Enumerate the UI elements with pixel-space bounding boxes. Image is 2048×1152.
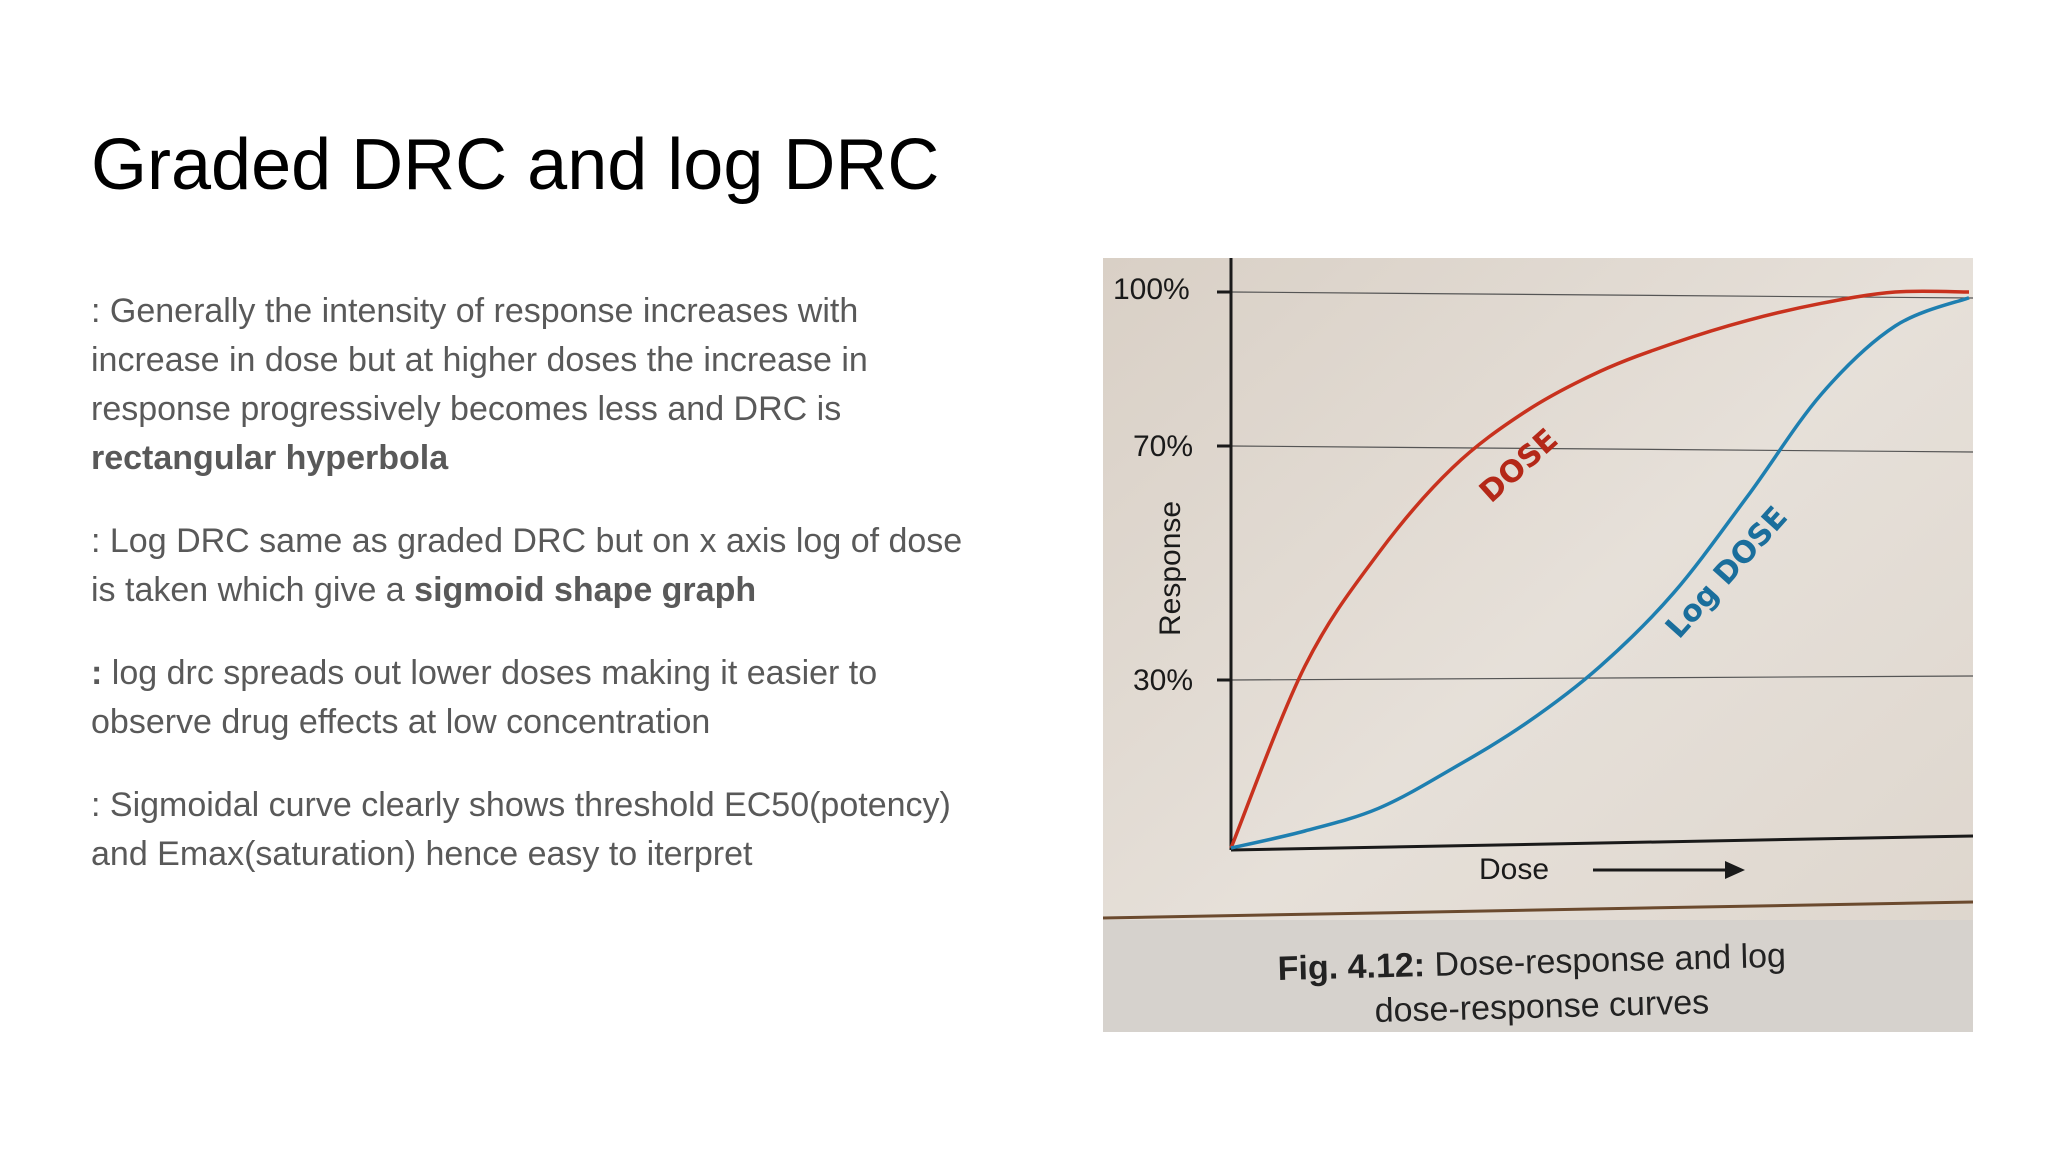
figure-caption-line2: dose-response curves bbox=[1374, 983, 1709, 1030]
paragraph-3-colon: : bbox=[91, 654, 103, 692]
slide-title: Graded DRC and log DRC bbox=[91, 125, 940, 205]
paragraph-2-bold: sigmoid shape graph bbox=[414, 571, 757, 609]
paragraph-3-text: log drc spreads out lower doses making i… bbox=[91, 654, 878, 741]
arrow-right-icon bbox=[1725, 861, 1745, 879]
y-axis-label: Response bbox=[1154, 501, 1187, 636]
paragraph-4: : Sigmoidal curve clearly shows threshol… bbox=[91, 781, 991, 879]
figure-caption-text1: Dose-response and log bbox=[1425, 937, 1787, 984]
figure-divider bbox=[1103, 900, 1973, 920]
paragraph-1-text: : Generally the intensity of response in… bbox=[91, 292, 868, 428]
paragraph-1: : Generally the intensity of response in… bbox=[91, 287, 991, 483]
paragraph-3: : log drc spreads out lower doses making… bbox=[91, 649, 991, 747]
x-axis bbox=[1230, 834, 1973, 852]
gridline-30 bbox=[1230, 675, 1973, 681]
dose-response-chart: 100% 70% 30% Response Dose DOSE Log DOSE… bbox=[1103, 258, 1973, 1032]
paragraph-2: : Log DRC same as graded DRC but on x ax… bbox=[91, 517, 991, 615]
x-axis-label: Dose bbox=[1479, 853, 1549, 886]
paragraph-2-text: : Log DRC same as graded DRC but on x ax… bbox=[91, 522, 963, 609]
paragraph-4-text: : Sigmoidal curve clearly shows threshol… bbox=[91, 786, 951, 873]
ytick-label-30: 30% bbox=[1133, 664, 1193, 697]
dose-curve bbox=[1229, 289, 1970, 849]
dose-response-figure: 100% 70% 30% Response Dose DOSE Log DOSE… bbox=[1103, 258, 1973, 1032]
caption-area bbox=[1103, 920, 1973, 1032]
figure-caption-line1: Fig. 4.12: Dose-response and log bbox=[1277, 937, 1786, 988]
ytick-label-100: 100% bbox=[1113, 273, 1190, 306]
slide-body: : Generally the intensity of response in… bbox=[91, 287, 991, 913]
ytick-label-70: 70% bbox=[1133, 430, 1193, 463]
figure-caption-bold: Fig. 4.12: bbox=[1277, 946, 1425, 988]
gridline-70 bbox=[1230, 445, 1973, 453]
paragraph-1-bold: rectangular hyperbola bbox=[91, 439, 449, 477]
log-dose-curve bbox=[1230, 296, 1970, 850]
